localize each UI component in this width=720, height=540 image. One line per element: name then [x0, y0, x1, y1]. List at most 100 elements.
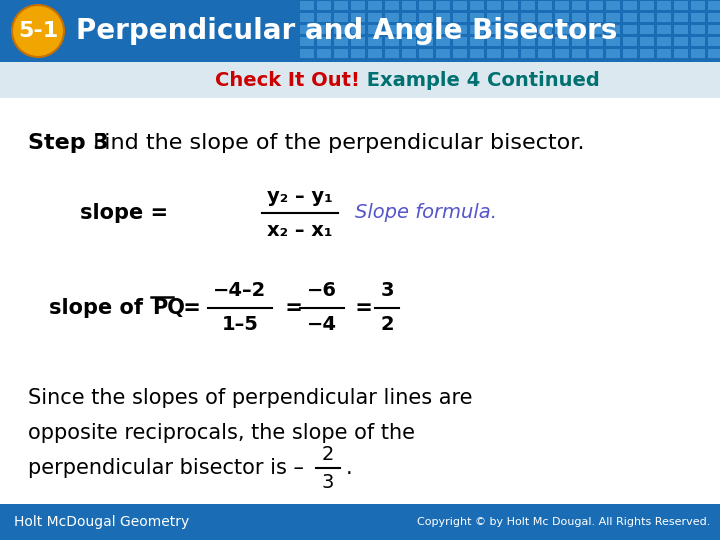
Bar	[504, 49, 518, 58]
Bar	[623, 1, 637, 10]
Bar	[708, 13, 720, 22]
Text: y₂ – y₁: y₂ – y₁	[267, 186, 333, 206]
Bar	[521, 1, 535, 10]
Bar	[334, 25, 348, 34]
Bar	[606, 1, 620, 10]
Bar	[674, 49, 688, 58]
Bar	[419, 13, 433, 22]
Bar	[317, 25, 331, 34]
Bar	[436, 37, 450, 46]
Text: Check It Out!: Check It Out!	[215, 71, 360, 90]
Text: Copyright © by Holt Mc Dougal. All Rights Reserved.: Copyright © by Holt Mc Dougal. All Right…	[417, 517, 710, 527]
Bar	[453, 13, 467, 22]
Bar	[0, 0, 720, 62]
Text: x₂ – x₁: x₂ – x₁	[267, 220, 333, 240]
Bar	[504, 13, 518, 22]
Bar	[691, 37, 705, 46]
Bar	[334, 37, 348, 46]
Bar	[606, 49, 620, 58]
Bar	[334, 13, 348, 22]
Text: Holt McDougal Geometry: Holt McDougal Geometry	[14, 515, 189, 529]
Bar	[402, 13, 416, 22]
Bar	[538, 37, 552, 46]
Text: Since the slopes of perpendicular lines are: Since the slopes of perpendicular lines …	[28, 388, 472, 408]
Bar	[487, 37, 501, 46]
Bar	[385, 49, 399, 58]
Bar	[0, 504, 720, 540]
Bar	[487, 1, 501, 10]
Bar	[572, 25, 586, 34]
Text: −6: −6	[307, 281, 337, 300]
Text: PQ: PQ	[152, 298, 185, 318]
Bar	[708, 49, 720, 58]
Bar	[538, 1, 552, 10]
Bar	[589, 13, 603, 22]
Text: =: =	[278, 298, 310, 318]
Bar	[657, 13, 671, 22]
Bar	[419, 49, 433, 58]
Bar	[691, 13, 705, 22]
Bar	[317, 49, 331, 58]
Text: 5-1: 5-1	[18, 21, 58, 41]
Bar	[470, 1, 484, 10]
Bar	[385, 13, 399, 22]
Bar	[538, 49, 552, 58]
Bar	[487, 25, 501, 34]
Bar	[555, 1, 569, 10]
Bar	[504, 37, 518, 46]
Bar	[555, 25, 569, 34]
Bar	[623, 49, 637, 58]
Bar	[453, 37, 467, 46]
Circle shape	[12, 5, 64, 57]
Bar	[351, 13, 365, 22]
Bar	[538, 25, 552, 34]
Text: −4: −4	[307, 315, 337, 334]
Text: opposite reciprocals, the slope of the: opposite reciprocals, the slope of the	[28, 423, 415, 443]
Bar	[504, 25, 518, 34]
Bar	[640, 25, 654, 34]
Bar	[572, 49, 586, 58]
Bar	[589, 1, 603, 10]
Bar	[521, 13, 535, 22]
Bar	[402, 25, 416, 34]
Text: Step 3: Step 3	[28, 133, 109, 153]
Text: =: =	[176, 298, 208, 318]
Bar	[368, 37, 382, 46]
Bar	[470, 49, 484, 58]
Bar	[589, 49, 603, 58]
Bar	[368, 13, 382, 22]
Bar	[470, 25, 484, 34]
Bar	[504, 1, 518, 10]
Bar	[487, 13, 501, 22]
Bar	[708, 1, 720, 10]
Bar	[368, 25, 382, 34]
Bar	[385, 37, 399, 46]
Text: 2: 2	[380, 315, 394, 334]
Bar	[555, 49, 569, 58]
Bar	[691, 1, 705, 10]
Text: slope of: slope of	[49, 298, 150, 318]
Bar	[521, 49, 535, 58]
Bar	[351, 49, 365, 58]
Bar	[419, 1, 433, 10]
Bar	[691, 25, 705, 34]
Bar	[436, 49, 450, 58]
Bar	[623, 37, 637, 46]
Bar	[674, 25, 688, 34]
Bar	[572, 13, 586, 22]
Bar	[708, 37, 720, 46]
Bar	[300, 37, 314, 46]
Bar	[623, 13, 637, 22]
Bar	[453, 25, 467, 34]
Bar	[300, 13, 314, 22]
Bar	[640, 13, 654, 22]
Bar	[300, 49, 314, 58]
Bar	[436, 1, 450, 10]
Bar	[555, 13, 569, 22]
Bar	[368, 1, 382, 10]
Bar	[708, 25, 720, 34]
Bar	[589, 37, 603, 46]
Text: .: .	[346, 458, 353, 478]
Bar	[419, 37, 433, 46]
Bar	[351, 37, 365, 46]
